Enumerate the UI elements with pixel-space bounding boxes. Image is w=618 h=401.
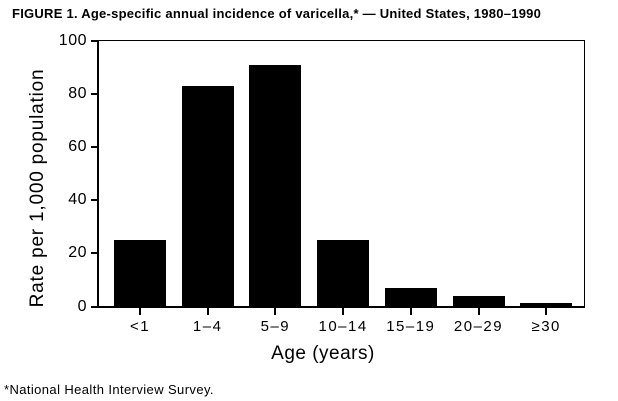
bar bbox=[249, 64, 302, 308]
x-axis-tick bbox=[477, 308, 480, 315]
x-axis-tick-label: 15–19 bbox=[386, 318, 436, 335]
x-axis-tick-label: 10–14 bbox=[318, 318, 368, 335]
bar bbox=[452, 295, 505, 308]
x-axis-tick bbox=[342, 308, 345, 315]
bar bbox=[181, 86, 234, 308]
x-axis-tick-label: 5–9 bbox=[260, 318, 291, 335]
y-axis-tick bbox=[91, 40, 98, 42]
bar bbox=[114, 240, 166, 308]
x-axis-tick-label: 1–4 bbox=[192, 318, 223, 335]
y-axis-tick-label: 100 bbox=[58, 32, 87, 49]
x-axis-tick-label: 20–29 bbox=[453, 318, 504, 335]
y-axis-tick-label: 60 bbox=[68, 138, 87, 156]
y-axis-tick-label: 0 bbox=[77, 297, 87, 315]
x-axis-tick bbox=[139, 308, 141, 315]
bar bbox=[520, 302, 573, 308]
y-axis-title: Rate per 1,000 population bbox=[27, 68, 48, 308]
x-axis-tick-label: <1 bbox=[129, 318, 151, 335]
y-axis-tick bbox=[91, 252, 98, 255]
x-axis-tick bbox=[409, 308, 412, 315]
x-axis-tick bbox=[206, 308, 209, 315]
y-axis-tick bbox=[91, 146, 98, 149]
y-axis-tick-label: 20 bbox=[68, 244, 87, 262]
y-axis-tick-label: 80 bbox=[68, 85, 87, 103]
x-axis-title: Age (years) bbox=[271, 343, 375, 364]
figure-title: FIGURE 1. Age-specific annual incidence … bbox=[12, 6, 542, 21]
x-axis-tick-label: ≥30 bbox=[531, 318, 561, 335]
bar bbox=[317, 240, 370, 308]
bar bbox=[384, 287, 437, 308]
x-axis-tick bbox=[274, 308, 277, 315]
y-axis-tick bbox=[91, 93, 98, 96]
y-axis-tick-label: 40 bbox=[68, 191, 87, 209]
footnote: *National Health Interview Survey. bbox=[4, 382, 214, 397]
y-axis-tick bbox=[91, 199, 98, 202]
x-axis-tick bbox=[545, 308, 548, 315]
y-axis-tick bbox=[91, 305, 98, 308]
